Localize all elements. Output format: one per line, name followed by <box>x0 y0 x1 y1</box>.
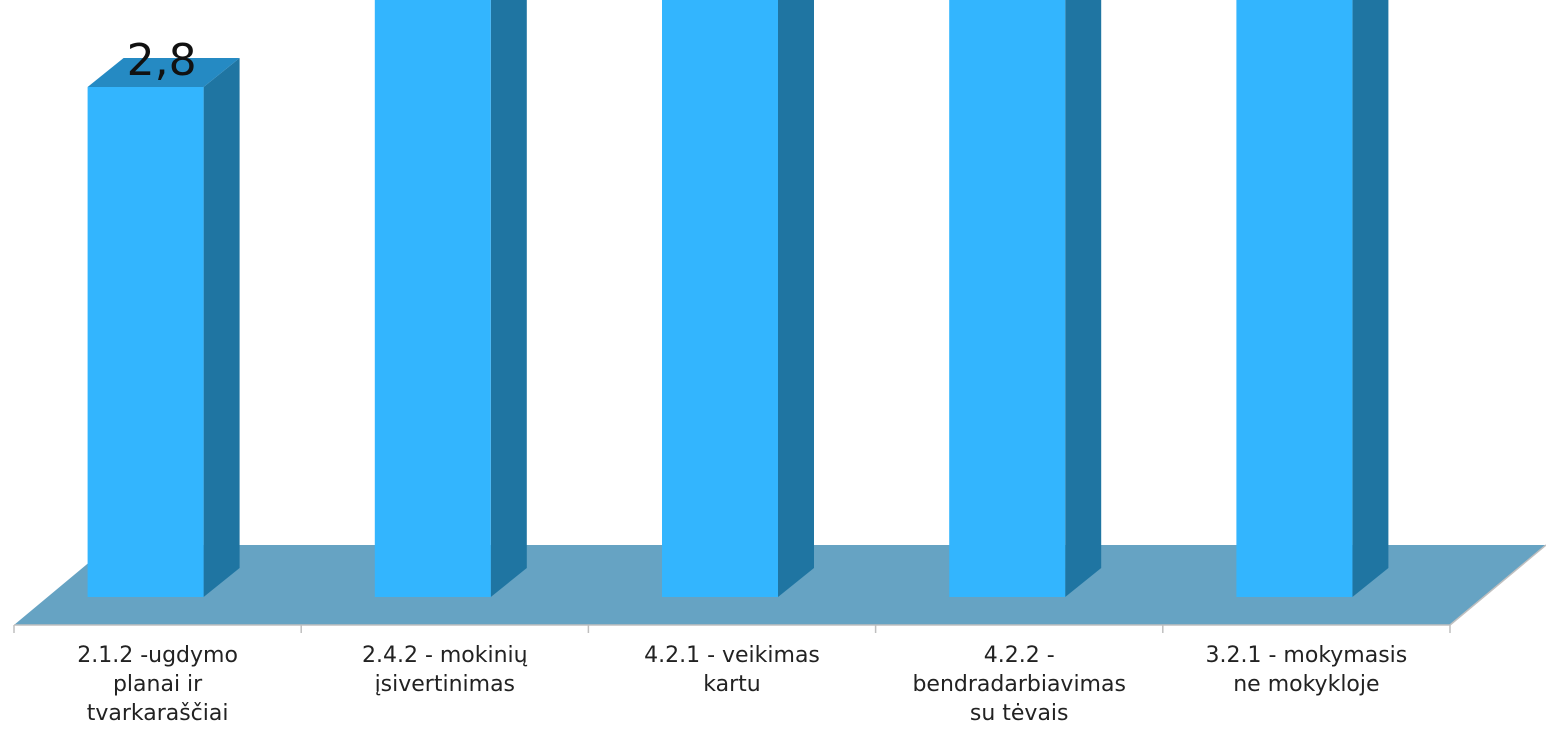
bar-side <box>490 0 527 597</box>
data-label: 2,8 <box>127 35 197 86</box>
bar <box>374 0 527 597</box>
category-label: 2.4.2 - mokinių įsivertinimas <box>362 643 528 697</box>
bar-side <box>203 58 240 597</box>
bar-top <box>87 58 240 87</box>
bars-group <box>87 0 1389 597</box>
bar-front <box>949 0 1066 597</box>
category-label: 4.2.2 -bendradarbiavimas su tėvais <box>912 643 1126 726</box>
bar <box>949 0 1102 597</box>
bar-front <box>662 0 778 597</box>
category-label: 2.1.2 -ugdymo planai ir tvarkaraščiai <box>77 643 238 726</box>
category-labels-group: 2.1.2 -ugdymo planai ir tvarkaraščiai 2.4.2… <box>77 643 1407 726</box>
category-label: 4.2.1 - veikimas kartu <box>644 643 820 697</box>
bar-front <box>1236 0 1353 597</box>
bar <box>1236 0 1389 597</box>
bar-front <box>87 87 204 597</box>
bar-side <box>1352 0 1389 597</box>
data-labels-group: 2,82,9333 <box>127 35 197 86</box>
bar <box>662 0 814 597</box>
x-axis <box>13 624 1451 633</box>
floor-edge <box>1449 544 1546 626</box>
bar <box>87 58 240 597</box>
bar-side <box>1065 0 1102 597</box>
bar-side <box>778 0 814 597</box>
bar-front <box>374 0 491 597</box>
category-label: 3.2.1 - mokymasis ne mokykloje <box>1206 643 1408 697</box>
